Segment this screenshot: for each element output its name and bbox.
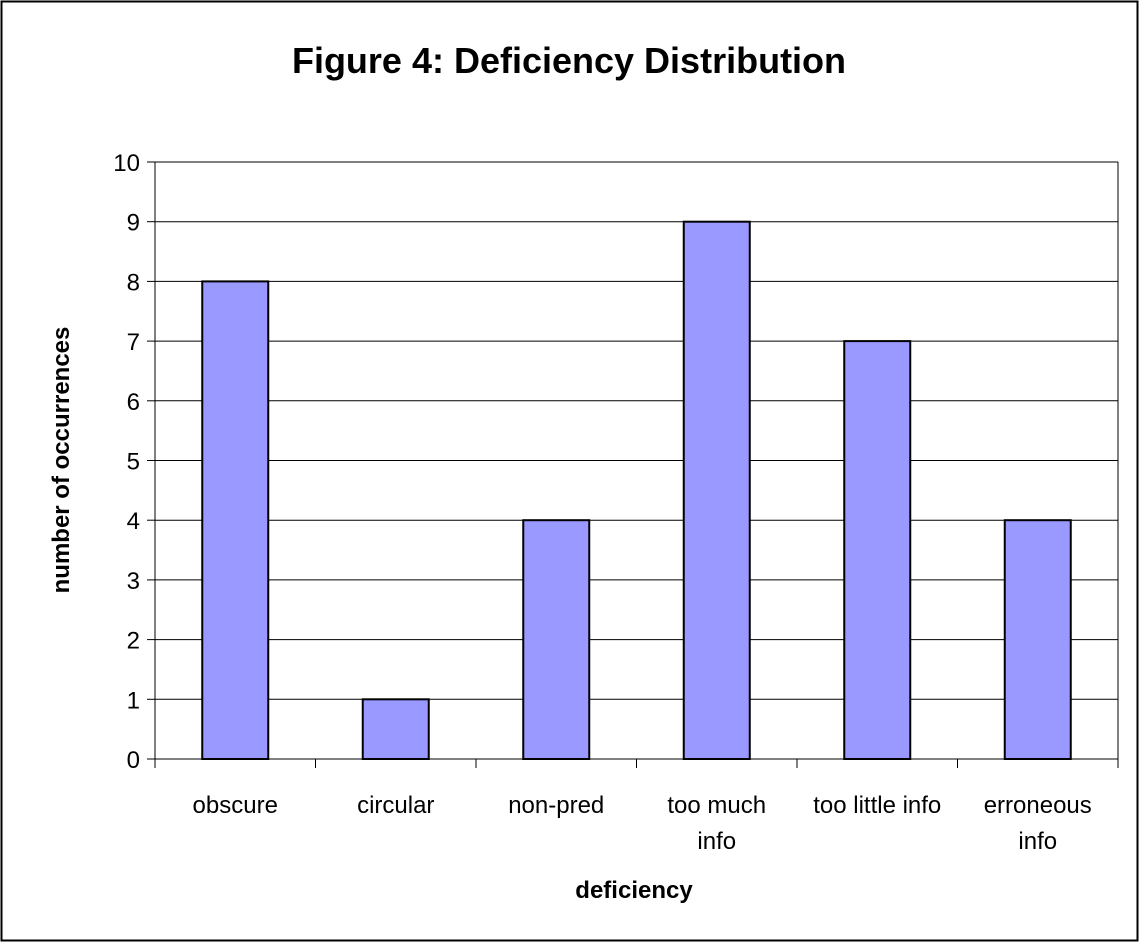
x-tick-label: too much: [667, 792, 766, 819]
x-tick-label: too little info: [813, 792, 941, 819]
x-tick-label: non-pred: [508, 792, 604, 819]
x-tick-label: obscure: [193, 792, 278, 819]
x-tick-label: circular: [357, 792, 434, 819]
plot-area: 0 1 2 3 4 5 6 7 8 9 10 obscure circular non-pred too m…: [113, 150, 1119, 855]
x-tick-label: info: [1018, 828, 1057, 855]
x-tick-label: info: [697, 828, 736, 855]
bar: [843, 340, 912, 760]
y-tick-label: 1: [127, 687, 140, 714]
y-tick-label: 7: [127, 329, 140, 356]
y-tick-label: 4: [127, 508, 140, 535]
y-tick-label: 9: [127, 210, 140, 237]
bar: [201, 280, 270, 760]
y-tick-label: 2: [127, 628, 140, 655]
x-axis-title: deficiency: [575, 877, 693, 904]
bar: [522, 519, 591, 761]
bar: [361, 698, 430, 760]
bar: [682, 220, 751, 760]
y-tick-label: 6: [127, 389, 140, 416]
y-tick-label: 5: [127, 449, 140, 476]
chart-title: Figure 4: Deficiency Distribution: [292, 40, 846, 81]
y-tick-label: 0: [127, 747, 140, 774]
x-tick-label: erroneous: [984, 792, 1092, 819]
y-tick-label: 10: [113, 150, 140, 177]
y-axis-title: number of occurrences: [48, 327, 75, 594]
bar: [1003, 519, 1072, 761]
y-tick-label: 8: [127, 269, 140, 296]
y-tick-label: 3: [127, 568, 140, 595]
